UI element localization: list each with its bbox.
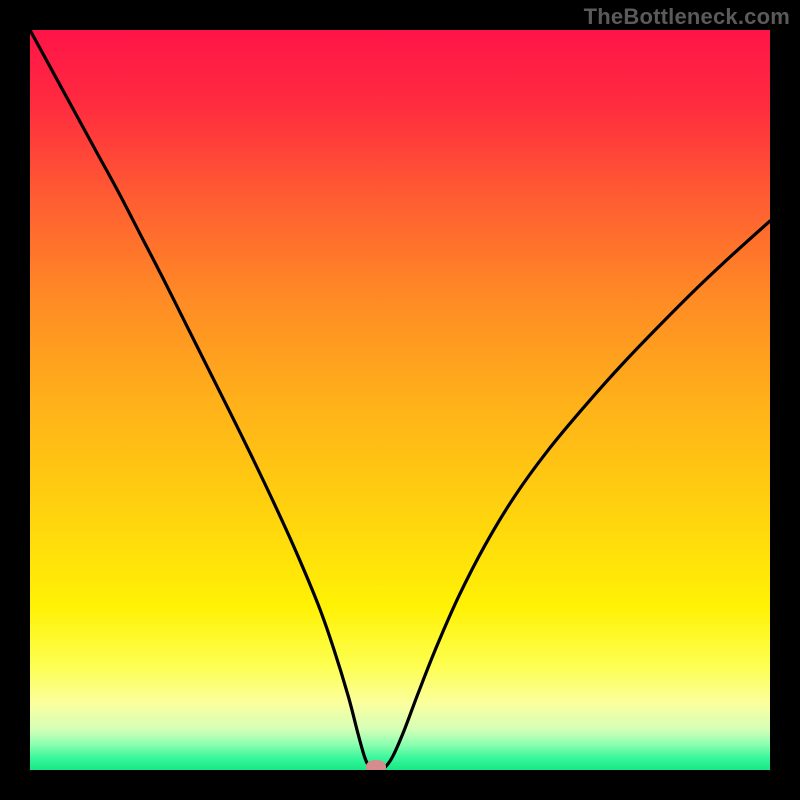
optimal-point-marker (366, 760, 386, 770)
plot-area (30, 30, 770, 770)
curve-layer (30, 30, 770, 770)
bottleneck-curve (30, 30, 770, 770)
chart-container: TheBottleneck.com (0, 0, 800, 800)
watermark-text: TheBottleneck.com (584, 4, 790, 30)
